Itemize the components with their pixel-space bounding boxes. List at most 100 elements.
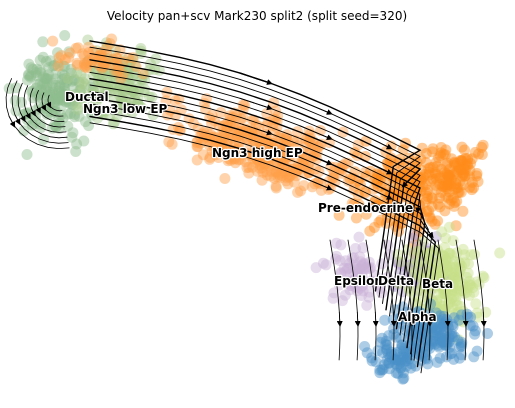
cell-point [271,166,283,178]
cell-point [431,324,443,336]
cell-point [434,192,446,204]
cell-point [345,275,357,287]
cell-point [455,338,467,350]
cell-point [431,160,443,172]
cell-point [453,256,465,268]
cell-point [466,176,478,188]
cell-point [441,179,453,190]
cell-point [455,155,467,166]
cell-point [52,95,64,106]
cell-point [443,247,455,259]
cell-point [425,335,437,347]
streamline-arrow [415,193,422,214]
cell-point [352,267,364,279]
velocity-streamline [11,80,69,144]
cell-point [424,312,436,324]
cell-point [437,332,449,344]
cell-point [58,88,70,100]
velocity-streamline [347,239,359,361]
cell-point [415,330,427,342]
cell-point [71,67,83,79]
cell-point [444,169,456,181]
streamline-arrow [336,311,343,327]
streamline-arrow [30,108,36,117]
cell-point [23,58,35,70]
cell-point [48,89,60,101]
cell-point [457,169,469,181]
cell-point [415,164,427,176]
cell-point [261,169,273,181]
cell-point [256,174,268,186]
cell-point [441,183,453,195]
streamline-arrow [299,100,333,115]
cell-point [62,108,73,120]
cell-point [355,268,367,280]
cell-point [356,290,368,301]
cell-point [435,186,447,198]
cell-point [342,175,354,187]
cell-point [444,198,455,210]
cell-point [443,221,455,233]
cell-point [70,146,82,157]
cell-point [112,83,124,95]
cell-point [53,91,64,103]
cell-point [401,353,413,365]
cell-point [82,34,94,46]
cell-point [439,180,451,192]
cell-point [86,55,98,67]
cell-point [84,61,96,73]
cell-point [241,162,253,174]
cell-point [72,104,84,116]
cell-point [459,170,471,181]
cell-point [434,150,446,162]
cell-point [248,148,260,160]
cell-point [356,269,368,280]
cell-point [23,68,35,80]
cell-point [441,337,453,349]
cell-point [130,88,142,100]
cell-point [437,300,449,312]
cell-point [78,59,90,71]
cell-point [247,153,259,165]
cell-point [135,45,147,57]
cell-point [447,266,459,278]
cell-point [307,143,319,155]
cell-point [44,89,56,100]
cell-point [427,295,438,307]
cell-point [377,347,389,359]
cell-point [3,82,15,94]
cell-point [421,193,433,205]
cell-point [383,330,395,342]
cell-point [364,263,376,275]
cell-point [448,271,460,283]
cell-point [334,255,346,267]
cell-point [434,310,446,322]
cell-point [385,346,397,358]
cell-point [434,172,446,184]
cell-point [128,86,140,98]
cell-point [339,266,351,278]
cell-point [132,93,144,105]
cell-point [47,92,59,104]
cell-point [461,308,473,320]
cell-point [338,262,350,274]
cell-point [73,76,85,88]
cell-point [256,162,268,174]
cell-point [61,77,73,88]
cell-point [471,307,483,319]
cell-point [243,167,255,179]
cell-point [217,127,229,139]
cell-point [279,165,291,177]
cell-point [398,372,410,384]
cell-point [237,99,249,111]
cell-point [447,281,459,293]
cell-point [375,172,387,184]
cell-point [429,338,441,350]
cell-point [53,85,65,97]
cell-point [383,357,395,369]
cell-point [469,325,481,337]
cell-point [357,279,368,291]
cell-point [468,286,480,298]
cell-point [344,284,356,296]
